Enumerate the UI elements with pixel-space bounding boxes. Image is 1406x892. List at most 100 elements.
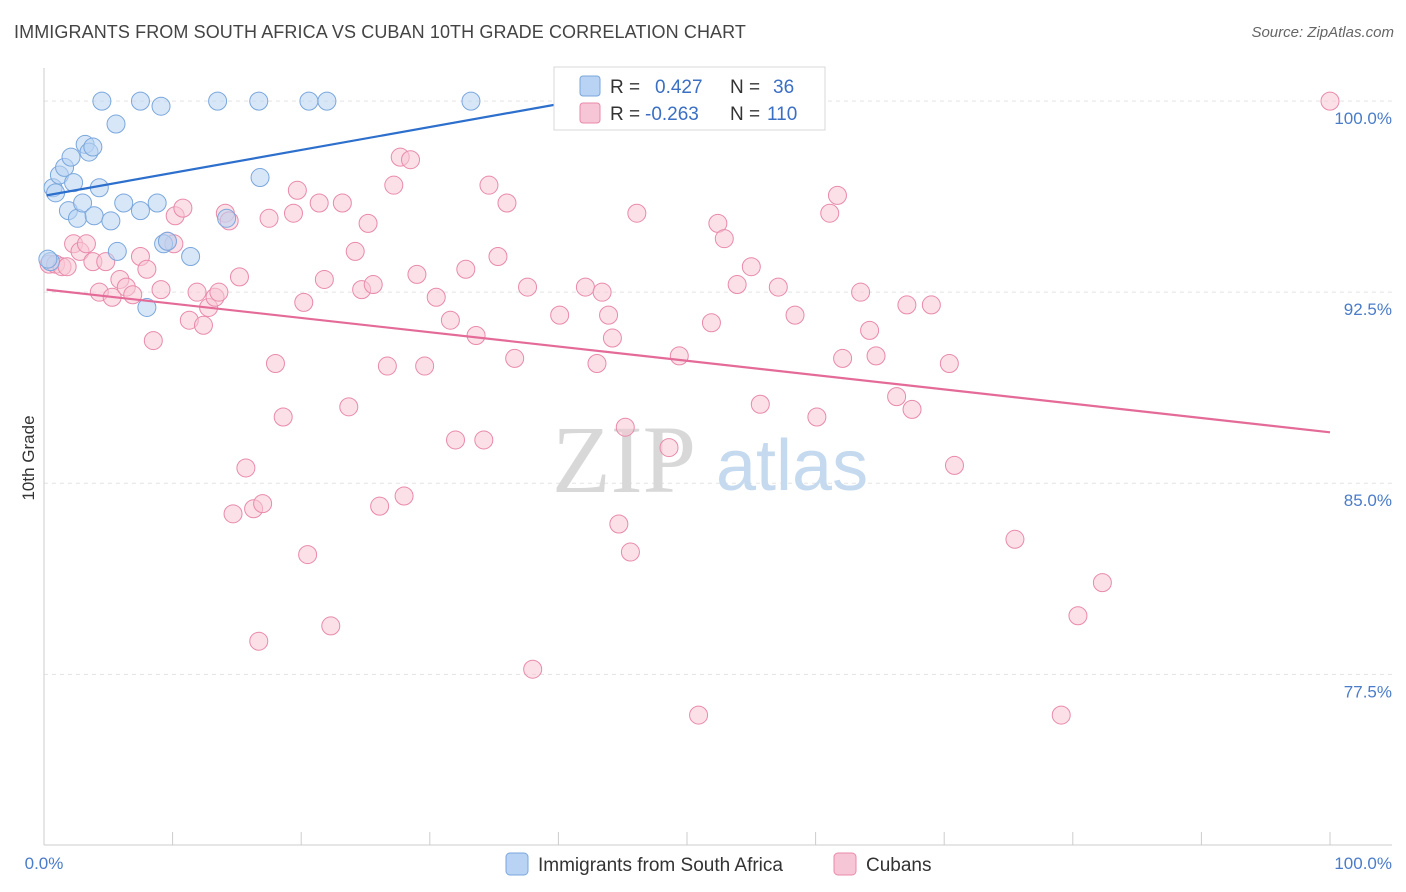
y-tick-label-0: 100.0%: [1334, 109, 1392, 128]
legend-n-value-pink: 110: [767, 104, 797, 125]
series-legend: Immigrants from South Africa Cubans: [505, 852, 932, 876]
cubans-point-97: [851, 282, 871, 302]
cubans-point-107: [1051, 705, 1071, 725]
south-africa-trend-line: [46, 100, 576, 197]
legend-r-label-blue: R =: [610, 77, 640, 98]
cubans-point-103: [921, 295, 941, 315]
cubans-point-101: [897, 295, 917, 315]
series-legend-label-pink: Cubans: [866, 855, 932, 876]
cubans-point-79: [615, 417, 635, 437]
south-africa-point-23: [217, 208, 237, 228]
south-africa-point-30: [299, 91, 319, 111]
y-axis-title: 10th Grade: [19, 415, 38, 500]
cubans-point-41: [294, 292, 314, 312]
cubans-point-40: [287, 180, 307, 200]
cubans-point-75: [592, 282, 612, 302]
cubans-point-73: [575, 277, 595, 297]
south-africa-point-22: [181, 247, 201, 267]
cubans-point-42: [298, 545, 318, 565]
cubans-point-17: [151, 280, 171, 300]
south-africa-point-18: [130, 201, 150, 221]
series-legend-label-blue: Immigrants from South Africa: [538, 855, 783, 876]
cubans-point-84: [689, 705, 709, 725]
legend-r-value-pink: -0.263: [645, 104, 699, 125]
south-africa-point-28: [208, 91, 228, 111]
cubans-point-70: [518, 277, 538, 297]
south-africa-point-25: [92, 91, 112, 111]
cubans-point-108: [1068, 606, 1088, 626]
cubans-point-24: [193, 315, 213, 335]
cubans-point-78: [609, 514, 629, 534]
cubans-point-110: [1320, 91, 1340, 111]
cubans-point-3: [57, 257, 77, 277]
watermark-atlas: atlas: [716, 426, 868, 506]
south-africa-point-6: [61, 147, 81, 167]
cubans-point-66: [479, 175, 499, 195]
south-africa-point-31: [317, 91, 337, 111]
south-africa-point-35: [38, 249, 58, 269]
south-africa-point-34: [157, 231, 177, 251]
y-tick-label-2: 85.0%: [1344, 491, 1392, 510]
legend-r-value-blue: 0.427: [655, 77, 703, 98]
cubans-point-61: [440, 310, 460, 330]
cubans-points: [39, 91, 1340, 725]
cubans-point-68: [497, 193, 517, 213]
south-africa-point-9: [73, 193, 93, 213]
cubans-point-62: [446, 430, 466, 450]
south-africa-point-16: [107, 241, 127, 261]
south-africa-point-19: [137, 297, 157, 317]
correlation-legend: R = 0.427 N = 36 R = -0.263 N = 110: [553, 66, 826, 131]
cubans-point-38: [273, 407, 293, 427]
cubans-point-54: [384, 175, 404, 195]
cubans-point-44: [314, 269, 334, 289]
cubans-point-23: [187, 282, 207, 302]
cubans-point-90: [750, 394, 770, 414]
y-tick-labels: 100.0% 92.5% 85.0% 77.5%: [1334, 109, 1392, 701]
cubans-point-77: [602, 328, 622, 348]
cubans-point-69: [505, 348, 525, 368]
cubans-point-35: [253, 494, 273, 514]
cubans-point-106: [1005, 529, 1025, 549]
cubans-point-15: [137, 259, 157, 279]
cubans-point-88: [727, 275, 747, 295]
cubans-point-96: [833, 348, 853, 368]
cubans-point-93: [807, 407, 827, 427]
cubans-trend-line: [46, 288, 1331, 434]
cubans-point-60: [426, 287, 446, 307]
cubans-point-48: [345, 241, 365, 261]
y-tick-label-3: 77.5%: [1344, 682, 1392, 701]
south-africa-point-15: [101, 211, 121, 231]
cubans-point-53: [377, 356, 397, 376]
cubans-point-104: [939, 354, 959, 374]
legend-swatch-blue: [579, 75, 601, 97]
south-africa-point-32: [461, 91, 481, 111]
x-tick-label-min: 0.0%: [25, 854, 64, 873]
cubans-point-89: [741, 257, 761, 277]
cubans-point-16: [143, 331, 163, 351]
cubans-point-59: [415, 356, 435, 376]
cubans-point-46: [332, 193, 352, 213]
cubans-point-52: [370, 496, 390, 516]
y-tick-label-1: 92.5%: [1344, 300, 1392, 319]
south-africa-point-24: [250, 168, 270, 188]
cubans-point-85: [701, 313, 721, 333]
chart-source: Source: ZipAtlas.com: [1251, 24, 1394, 41]
cubans-point-81: [627, 203, 647, 223]
gridlines: [44, 100, 1392, 675]
cubans-point-36: [259, 208, 279, 228]
cubans-point-37: [265, 354, 285, 374]
legend-n-value-blue: 36: [773, 77, 794, 98]
cubans-point-27: [209, 282, 229, 302]
south-africa-point-13: [84, 206, 104, 226]
cubans-point-39: [283, 203, 303, 223]
cubans-point-100: [887, 387, 907, 407]
cubans-point-71: [523, 659, 543, 679]
x-tick-label-max: 100.0%: [1334, 854, 1392, 873]
south-africa-point-27: [151, 96, 171, 116]
cubans-point-34: [249, 631, 269, 651]
cubans-point-82: [659, 438, 679, 458]
legend-r-label-pink: R =: [610, 104, 640, 125]
south-africa-point-29: [249, 91, 269, 111]
cubans-point-63: [456, 259, 476, 279]
